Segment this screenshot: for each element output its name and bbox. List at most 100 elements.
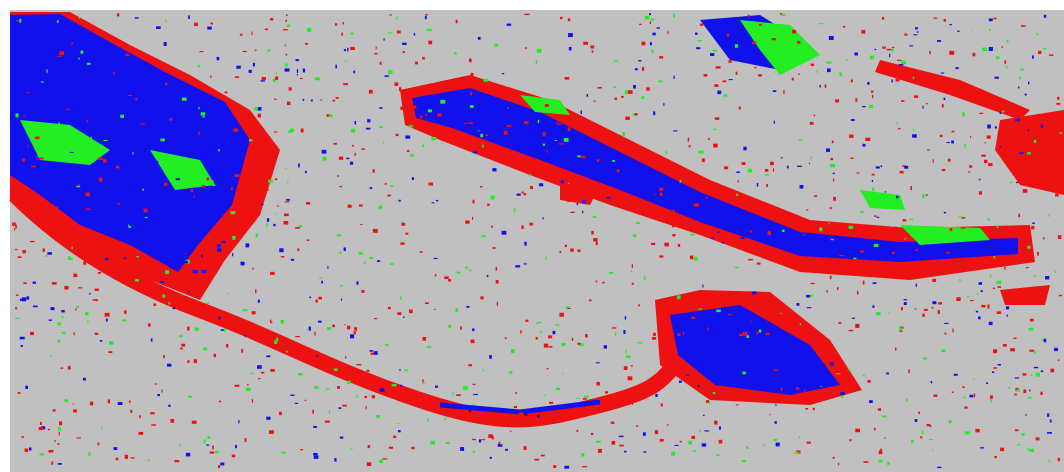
speckle-pixel — [529, 223, 533, 226]
speckle-pixel — [972, 29, 973, 30]
speckle-pixel — [420, 251, 423, 253]
speckle-pixel — [996, 56, 1000, 59]
speckle-pixel — [58, 427, 61, 431]
speckle-pixel — [275, 178, 277, 180]
speckle-pixel — [979, 113, 983, 114]
speckle-pixel — [187, 360, 189, 362]
speckle-pixel — [850, 384, 854, 387]
speckle-pixel — [721, 242, 724, 243]
speckle-pixel — [869, 400, 873, 403]
speckle-pixel — [537, 415, 539, 418]
speckle-pixel — [898, 128, 900, 129]
speckle-pixel — [1038, 51, 1041, 54]
speckle-pixel — [602, 282, 604, 284]
speckle-pixel — [79, 17, 81, 19]
speckle-pixel — [274, 340, 277, 344]
speckle-pixel — [385, 183, 387, 184]
speckle-pixel — [135, 17, 139, 18]
speckle-pixel — [581, 111, 582, 115]
speckle-pixel — [58, 340, 61, 343]
speckle-pixel — [343, 83, 348, 85]
speckle-pixel — [626, 355, 631, 358]
speckle-pixel — [235, 76, 239, 78]
speckle-pixel — [256, 233, 258, 237]
speckle-pixel — [909, 45, 913, 46]
speckle-pixel — [297, 69, 298, 73]
speckle-pixel — [305, 400, 306, 401]
speckle-pixel — [482, 140, 486, 142]
speckle-pixel — [1023, 373, 1027, 375]
speckle-pixel — [347, 48, 348, 52]
speckle-pixel — [217, 244, 221, 247]
speckle-pixel — [23, 115, 24, 117]
speckle-pixel — [560, 251, 562, 253]
speckle-pixel — [965, 431, 970, 434]
speckle-pixel — [74, 54, 75, 58]
speckle-pixel — [427, 346, 431, 348]
speckle-pixel — [785, 371, 786, 374]
speckle-pixel — [992, 371, 994, 373]
speckle-pixel — [559, 313, 564, 317]
speckle-pixel — [151, 424, 156, 426]
speckle-pixel — [342, 405, 347, 407]
speckle-pixel — [422, 337, 426, 341]
speckle-pixel — [942, 104, 944, 108]
speckle-pixel — [593, 238, 597, 241]
speckle-pixel — [75, 308, 76, 310]
speckle-pixel — [194, 23, 198, 26]
speckle-pixel — [879, 460, 883, 463]
speckle-pixel — [28, 145, 29, 147]
speckle-pixel — [339, 157, 343, 160]
speckle-pixel — [344, 324, 345, 325]
speckle-pixel — [536, 337, 538, 339]
speckle-pixel — [400, 385, 403, 387]
speckle-pixel — [30, 66, 34, 69]
speckle-pixel — [949, 51, 954, 55]
speckle-pixel — [401, 221, 402, 222]
speckle-pixel — [214, 354, 216, 357]
speckle-pixel — [927, 424, 931, 426]
speckle-pixel — [589, 299, 592, 301]
speckle-pixel — [819, 23, 824, 24]
speckle-pixel — [376, 415, 380, 418]
speckle-pixel — [932, 307, 934, 308]
speckle-pixel — [364, 261, 365, 265]
speckle-pixel — [521, 225, 523, 228]
speckle-pixel — [969, 165, 972, 168]
speckle-pixel — [498, 444, 503, 446]
speckle-pixel — [279, 412, 282, 415]
speckle-pixel — [179, 444, 180, 446]
speckle-pixel — [969, 395, 973, 398]
speckle-pixel — [581, 156, 585, 158]
speckle-pixel — [987, 135, 991, 138]
speckle-pixel — [1014, 338, 1017, 339]
speckle-pixel — [30, 332, 34, 335]
speckle-pixel — [400, 242, 404, 244]
speckle-pixel — [659, 188, 663, 191]
speckle-pixel — [865, 138, 870, 141]
speckle-pixel — [979, 282, 983, 285]
speckle-pixel — [937, 40, 941, 42]
speckle-pixel — [390, 14, 392, 15]
speckle-pixel — [717, 91, 721, 94]
speckle-pixel — [706, 197, 708, 199]
speckle-pixel — [836, 373, 840, 374]
speckle-pixel — [941, 73, 944, 74]
speckle-pixel — [356, 329, 357, 331]
speckle-pixel — [612, 441, 616, 445]
speckle-pixel — [231, 187, 233, 189]
speckle-pixel — [228, 293, 229, 294]
speckle-pixel — [876, 166, 880, 168]
speckle-pixel — [284, 221, 289, 224]
speckle-pixel — [524, 263, 527, 264]
speckle-pixel — [708, 138, 710, 140]
speckle-pixel — [638, 305, 640, 307]
speckle-pixel — [1006, 306, 1009, 309]
speckle-pixel — [180, 347, 182, 349]
speckle-pixel — [825, 84, 827, 88]
speckle-pixel — [677, 295, 681, 299]
speckle-pixel — [251, 31, 252, 35]
speckle-pixel — [148, 323, 151, 326]
speckle-pixel — [39, 427, 43, 430]
speckle-pixel — [466, 306, 469, 308]
